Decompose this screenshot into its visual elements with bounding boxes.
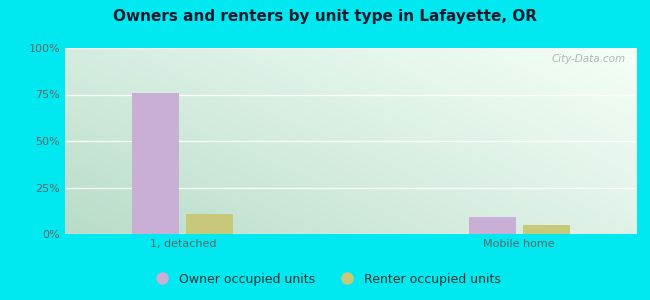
Text: Owners and renters by unit type in Lafayette, OR: Owners and renters by unit type in Lafay… bbox=[113, 9, 537, 24]
Bar bbox=[133, 93, 179, 234]
Bar bbox=[523, 225, 569, 234]
Bar bbox=[469, 217, 516, 234]
Text: City-Data.com: City-Data.com bbox=[551, 54, 625, 64]
Bar bbox=[186, 214, 233, 234]
Legend: Owner occupied units, Renter occupied units: Owner occupied units, Renter occupied un… bbox=[144, 268, 506, 291]
